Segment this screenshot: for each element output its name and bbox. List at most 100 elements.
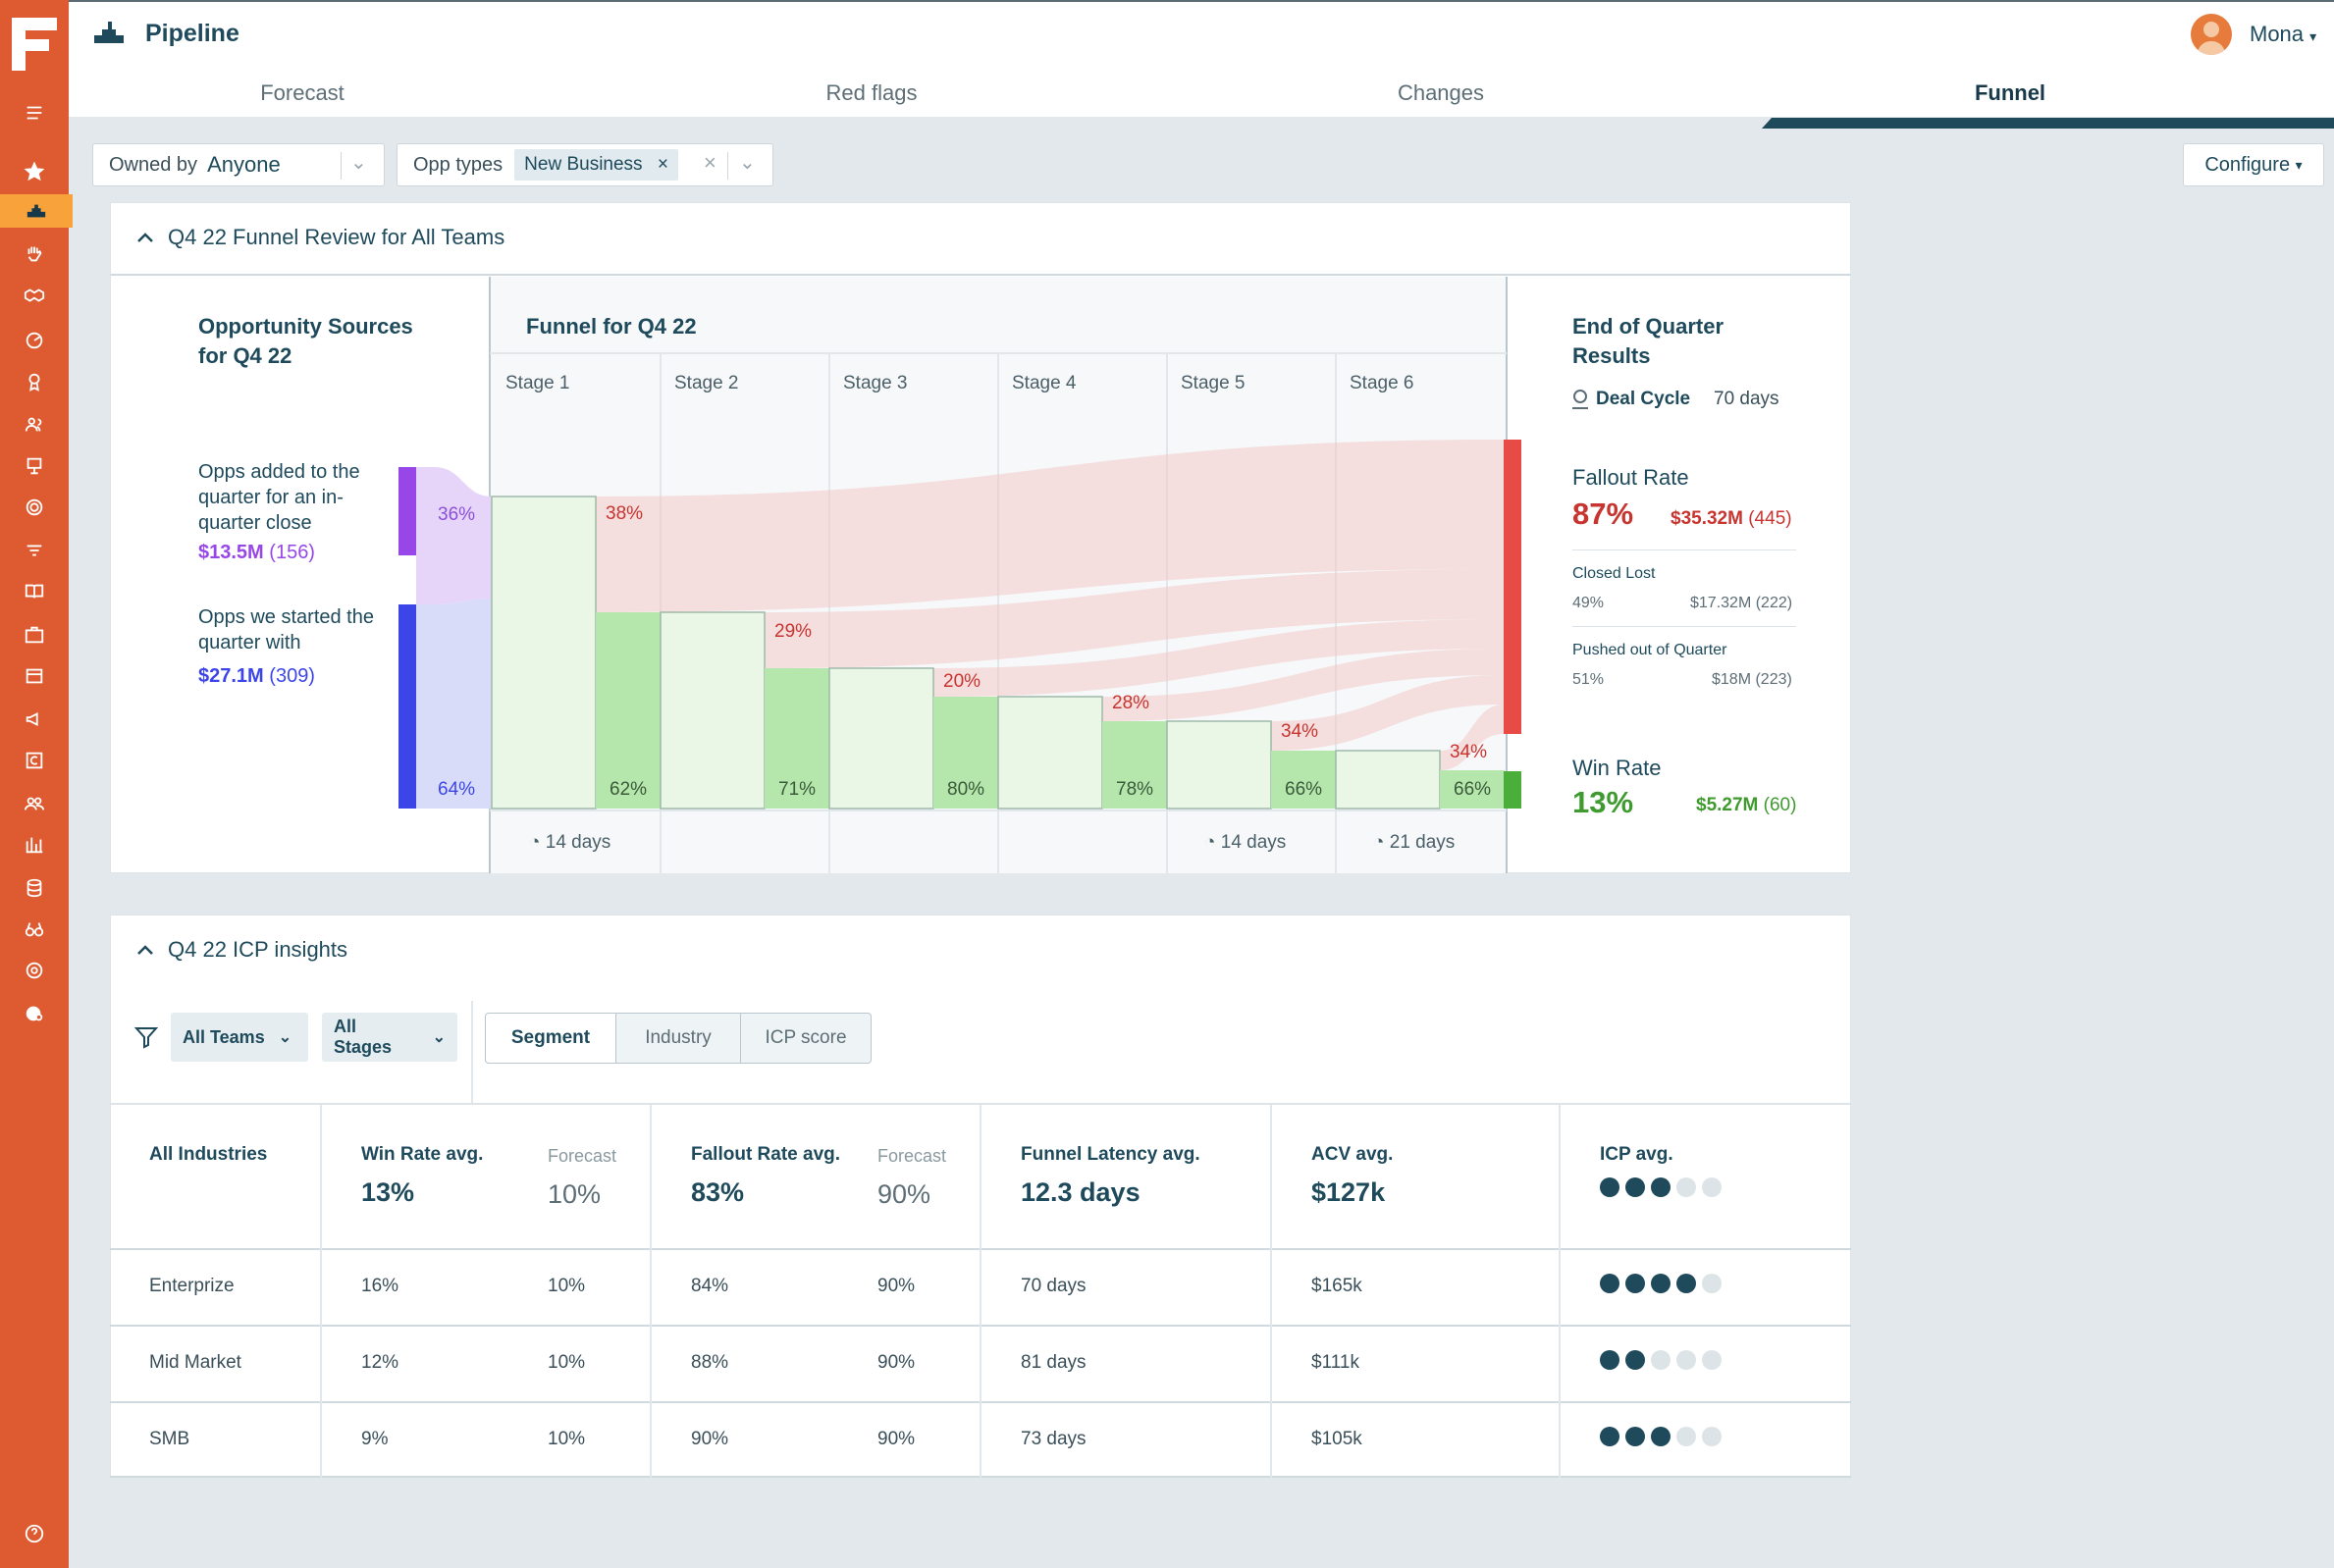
fallout-amount-value: $35.32M — [1671, 508, 1743, 529]
sources-title: Opportunity Sources for Q4 22 — [198, 314, 413, 368]
icp-dot — [1702, 1427, 1722, 1446]
stage-filter-label: All Stages — [334, 1017, 393, 1057]
icp-dot — [1651, 1177, 1671, 1197]
help-icon[interactable] — [16, 1517, 53, 1550]
stage-label: Stage 4 — [1012, 373, 1077, 393]
icp-dot — [1651, 1274, 1671, 1293]
megaphone-icon[interactable] — [16, 703, 53, 736]
owner-select[interactable]: Owned by Anyone ⌄ — [92, 143, 385, 186]
advance-bar — [1271, 751, 1336, 809]
added-source-bar — [398, 467, 416, 555]
clear-icon[interactable]: × — [704, 150, 716, 175]
briefcase-icon[interactable] — [16, 618, 53, 652]
fallout-flow — [1271, 675, 1504, 751]
team-icon[interactable] — [16, 787, 53, 820]
database-icon[interactable] — [16, 871, 53, 905]
icp-dot — [1651, 1427, 1671, 1446]
fallout-flow — [1102, 649, 1504, 721]
stage-filter-dropdown[interactable]: All Stages ⌄ — [322, 1013, 457, 1062]
people-icon[interactable] — [16, 408, 53, 442]
caret-down-icon: ▾ — [2295, 156, 2303, 173]
advance-bar — [1102, 721, 1167, 809]
icp-dot — [1600, 1350, 1619, 1370]
remove-tag-icon[interactable]: × — [657, 154, 668, 175]
configure-button[interactable]: Configure ▾ — [2183, 143, 2324, 186]
source-added-text: Opps added to the quarter for an in-quar… — [198, 461, 360, 534]
tab-funnel[interactable]: Funnel — [1974, 80, 2046, 105]
stage-label: Stage 5 — [1181, 373, 1246, 393]
stage-label: Stage 2 — [674, 373, 739, 393]
calendar-icon[interactable] — [16, 659, 53, 693]
owner-select-value: Anyone — [207, 152, 281, 177]
tab-forecast[interactable]: Forecast — [260, 80, 345, 105]
row-win: 9% — [361, 1429, 389, 1449]
fallout-flow — [933, 619, 1504, 697]
stage-days-label: ◔ 21 days — [1373, 832, 1456, 853]
radar-icon[interactable] — [16, 324, 53, 357]
card-header: Q4 22 Funnel Review for All Teams — [111, 203, 1850, 276]
segment-toggle-segment[interactable]: Segment — [485, 1013, 616, 1064]
handshake-icon[interactable] — [16, 279, 53, 312]
opp-types-label: Opp types — [413, 153, 504, 176]
collapse-chevron-icon[interactable] — [134, 227, 156, 248]
segment-toggle-industry[interactable]: Industry — [615, 1013, 741, 1064]
stage-bar — [491, 496, 597, 810]
fallout-flow — [596, 440, 1504, 612]
tab-red-flags[interactable]: Red flags — [825, 80, 918, 105]
target-icon[interactable] — [16, 491, 53, 524]
fallout-rate-avg: 83% — [691, 1177, 745, 1207]
pipeline-tap-icon — [94, 22, 124, 43]
tab-changes[interactable]: Changes — [1397, 80, 1485, 105]
row-name: Mid Market — [149, 1352, 241, 1373]
settings-icon[interactable] — [16, 954, 53, 987]
started-flow — [416, 599, 492, 809]
chevron-down-icon: ⌄ — [739, 152, 756, 174]
advance-pct-label: 71% — [778, 779, 817, 800]
icp-dot — [1651, 1350, 1671, 1370]
fallout-pct-label: 28% — [1112, 693, 1150, 713]
book-icon[interactable] — [16, 575, 53, 608]
row-win-forecast: 10% — [548, 1429, 586, 1449]
bar-chart-icon[interactable] — [16, 828, 53, 862]
win-rate-avg: 13% — [361, 1177, 415, 1207]
admin-shield-icon[interactable] — [16, 997, 53, 1030]
source-started-pct: 64% — [438, 779, 476, 800]
collapse-chevron-icon[interactable] — [134, 939, 156, 961]
stage-days-label: ◔ 14 days — [1204, 832, 1287, 853]
win-forecast-value: 10% — [548, 1179, 602, 1209]
award-icon[interactable] — [16, 365, 53, 398]
advance-pct-label: 80% — [947, 779, 985, 800]
win-label: Win Rate — [1572, 756, 1662, 780]
segment-toggle-icp-score[interactable]: ICP score — [740, 1013, 872, 1064]
pipeline-icon[interactable] — [0, 194, 73, 228]
fallout-pct-label: 38% — [606, 503, 644, 524]
row-latency: 70 days — [1021, 1276, 1087, 1296]
filter-funnel-icon[interactable] — [133, 1024, 159, 1050]
fallout-amount: $35.32M (445) — [1671, 508, 1792, 530]
stage-label: Stage 1 — [505, 373, 570, 393]
binoculars-icon[interactable] — [16, 913, 53, 946]
page-title: Pipeline — [145, 20, 239, 47]
hand-icon[interactable] — [16, 237, 53, 271]
opp-types-select[interactable]: Opp types New Business × × ⌄ — [397, 143, 773, 186]
team-filter-dropdown[interactable]: All Teams ⌄ — [171, 1013, 308, 1062]
advance-pct-label: 66% — [1285, 779, 1323, 800]
fallout-pct-label: 29% — [774, 621, 813, 642]
fallout-pct-label: 20% — [943, 671, 981, 692]
top-bar: Pipeline Forecast Red flags Changes Funn… — [69, 0, 2334, 128]
c-box-icon[interactable] — [16, 744, 53, 777]
star-icon[interactable] — [16, 155, 53, 188]
icp-dot — [1600, 1427, 1619, 1446]
win-result-bar — [1504, 771, 1521, 809]
user-menu[interactable]: Mona ▾ — [2250, 22, 2316, 47]
acv-avg: $127k — [1311, 1177, 1386, 1207]
row-icp-dots — [1600, 1350, 1722, 1370]
app-logo[interactable] — [12, 18, 57, 71]
filter-icon[interactable] — [16, 534, 53, 567]
menu-icon[interactable] — [16, 96, 53, 130]
team-filter-label: All Teams — [183, 1026, 265, 1047]
user-avatar[interactable] — [2191, 14, 2232, 55]
win-forecast-label: Forecast — [548, 1146, 617, 1166]
presentation-icon[interactable] — [16, 449, 53, 483]
chevron-down-icon: ⌄ — [432, 1029, 446, 1046]
